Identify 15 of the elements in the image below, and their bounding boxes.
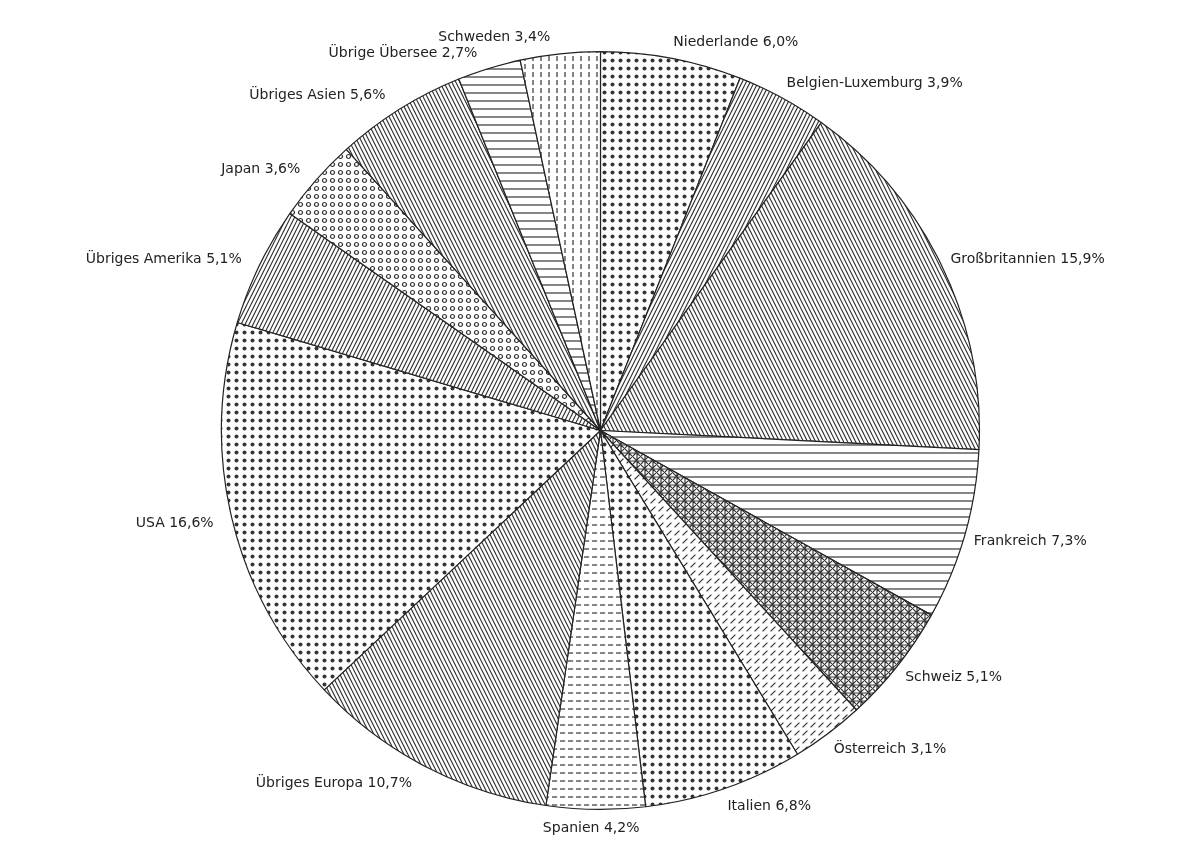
slice-label: Schweiz 5,1% [905, 668, 1002, 685]
slice-label: Übrige Übersee 2,7% [328, 42, 478, 60]
slice-label: Übriges Amerika 5,1% [85, 249, 242, 267]
slice-label: Niederlande 6,0% [673, 33, 799, 50]
slice-label: Italien 6,8% [727, 797, 811, 814]
slice-label: Japan 3,6% [220, 160, 301, 177]
slice-label: Frankreich 7,3% [973, 531, 1087, 548]
slice-label: Spanien 4,2% [542, 818, 640, 835]
slice-label: Belgien-Luxemburg 3,9% [786, 74, 963, 91]
slice-label: Österreich 3,1% [833, 738, 947, 756]
slice-label: Schweden 3,4% [438, 28, 551, 45]
slice-label: Großbritannien 15,9% [950, 250, 1105, 267]
slice-label: Übriges Europa 10,7% [255, 773, 413, 791]
slice-label: Übriges Asien 5,6% [249, 85, 386, 103]
slice-label: USA 16,6% [135, 513, 214, 530]
